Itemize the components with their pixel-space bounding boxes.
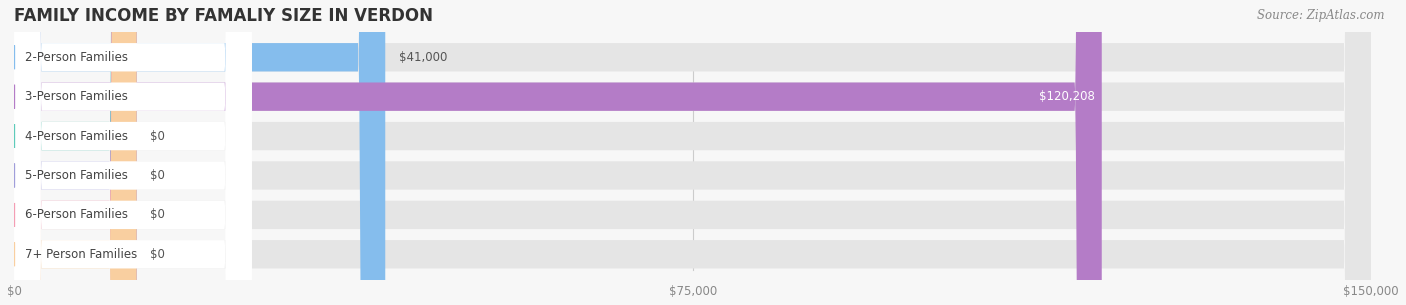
Text: $0: $0: [150, 169, 165, 182]
FancyBboxPatch shape: [14, 0, 1371, 305]
FancyBboxPatch shape: [14, 0, 1371, 305]
Text: 7+ Person Families: 7+ Person Families: [25, 248, 138, 261]
Text: 3-Person Families: 3-Person Families: [25, 90, 128, 103]
FancyBboxPatch shape: [14, 0, 252, 305]
FancyBboxPatch shape: [14, 0, 252, 305]
Text: $41,000: $41,000: [399, 51, 447, 64]
FancyBboxPatch shape: [14, 0, 136, 305]
FancyBboxPatch shape: [14, 0, 1371, 305]
Text: $0: $0: [150, 130, 165, 142]
Text: 4-Person Families: 4-Person Families: [25, 130, 128, 142]
FancyBboxPatch shape: [14, 0, 1371, 305]
FancyBboxPatch shape: [14, 0, 136, 305]
FancyBboxPatch shape: [14, 0, 252, 305]
FancyBboxPatch shape: [14, 0, 252, 305]
FancyBboxPatch shape: [14, 0, 252, 305]
FancyBboxPatch shape: [14, 0, 385, 305]
Text: 2-Person Families: 2-Person Families: [25, 51, 128, 64]
Text: Source: ZipAtlas.com: Source: ZipAtlas.com: [1257, 9, 1385, 22]
FancyBboxPatch shape: [14, 0, 136, 305]
FancyBboxPatch shape: [14, 0, 1371, 305]
FancyBboxPatch shape: [14, 0, 136, 305]
Text: 5-Person Families: 5-Person Families: [25, 169, 128, 182]
Text: FAMILY INCOME BY FAMALIY SIZE IN VERDON: FAMILY INCOME BY FAMALIY SIZE IN VERDON: [14, 7, 433, 25]
FancyBboxPatch shape: [14, 0, 1102, 305]
Text: 6-Person Families: 6-Person Families: [25, 208, 128, 221]
Text: $120,208: $120,208: [1039, 90, 1094, 103]
FancyBboxPatch shape: [14, 0, 1371, 305]
Text: $0: $0: [150, 208, 165, 221]
FancyBboxPatch shape: [14, 0, 252, 305]
Text: $0: $0: [150, 248, 165, 261]
